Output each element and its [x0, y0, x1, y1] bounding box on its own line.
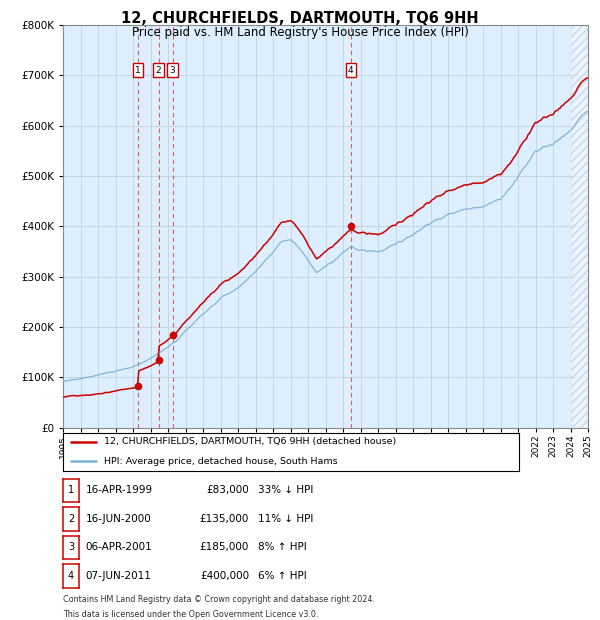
Text: 1: 1: [135, 66, 141, 74]
Text: 11% ↓ HPI: 11% ↓ HPI: [258, 514, 313, 524]
Text: 12, CHURCHFIELDS, DARTMOUTH, TQ6 9HH: 12, CHURCHFIELDS, DARTMOUTH, TQ6 9HH: [121, 11, 479, 26]
Text: 4: 4: [68, 571, 74, 581]
Text: Contains HM Land Registry data © Crown copyright and database right 2024.: Contains HM Land Registry data © Crown c…: [63, 595, 375, 604]
Text: Price paid vs. HM Land Registry's House Price Index (HPI): Price paid vs. HM Land Registry's House …: [131, 26, 469, 39]
Text: 16-APR-1999: 16-APR-1999: [86, 485, 153, 495]
Text: 12, CHURCHFIELDS, DARTMOUTH, TQ6 9HH (detached house): 12, CHURCHFIELDS, DARTMOUTH, TQ6 9HH (de…: [104, 438, 396, 446]
Text: 6% ↑ HPI: 6% ↑ HPI: [258, 571, 307, 581]
Text: 3: 3: [68, 542, 74, 552]
Text: 2: 2: [156, 66, 161, 74]
Text: 2: 2: [68, 514, 74, 524]
Text: HPI: Average price, detached house, South Hams: HPI: Average price, detached house, Sout…: [104, 457, 338, 466]
Text: 06-APR-2001: 06-APR-2001: [86, 542, 152, 552]
Text: £185,000: £185,000: [200, 542, 249, 552]
Text: £400,000: £400,000: [200, 571, 249, 581]
Text: 07-JUN-2011: 07-JUN-2011: [86, 571, 152, 581]
Text: 3: 3: [170, 66, 175, 74]
Text: £135,000: £135,000: [200, 514, 249, 524]
Text: 16-JUN-2000: 16-JUN-2000: [86, 514, 152, 524]
Bar: [571, 25, 588, 428]
Text: 33% ↓ HPI: 33% ↓ HPI: [258, 485, 313, 495]
Text: 1: 1: [68, 485, 74, 495]
Text: £83,000: £83,000: [206, 485, 249, 495]
Text: This data is licensed under the Open Government Licence v3.0.: This data is licensed under the Open Gov…: [63, 610, 319, 619]
Bar: [571, 25, 588, 428]
Text: 4: 4: [348, 66, 353, 74]
Text: 8% ↑ HPI: 8% ↑ HPI: [258, 542, 307, 552]
